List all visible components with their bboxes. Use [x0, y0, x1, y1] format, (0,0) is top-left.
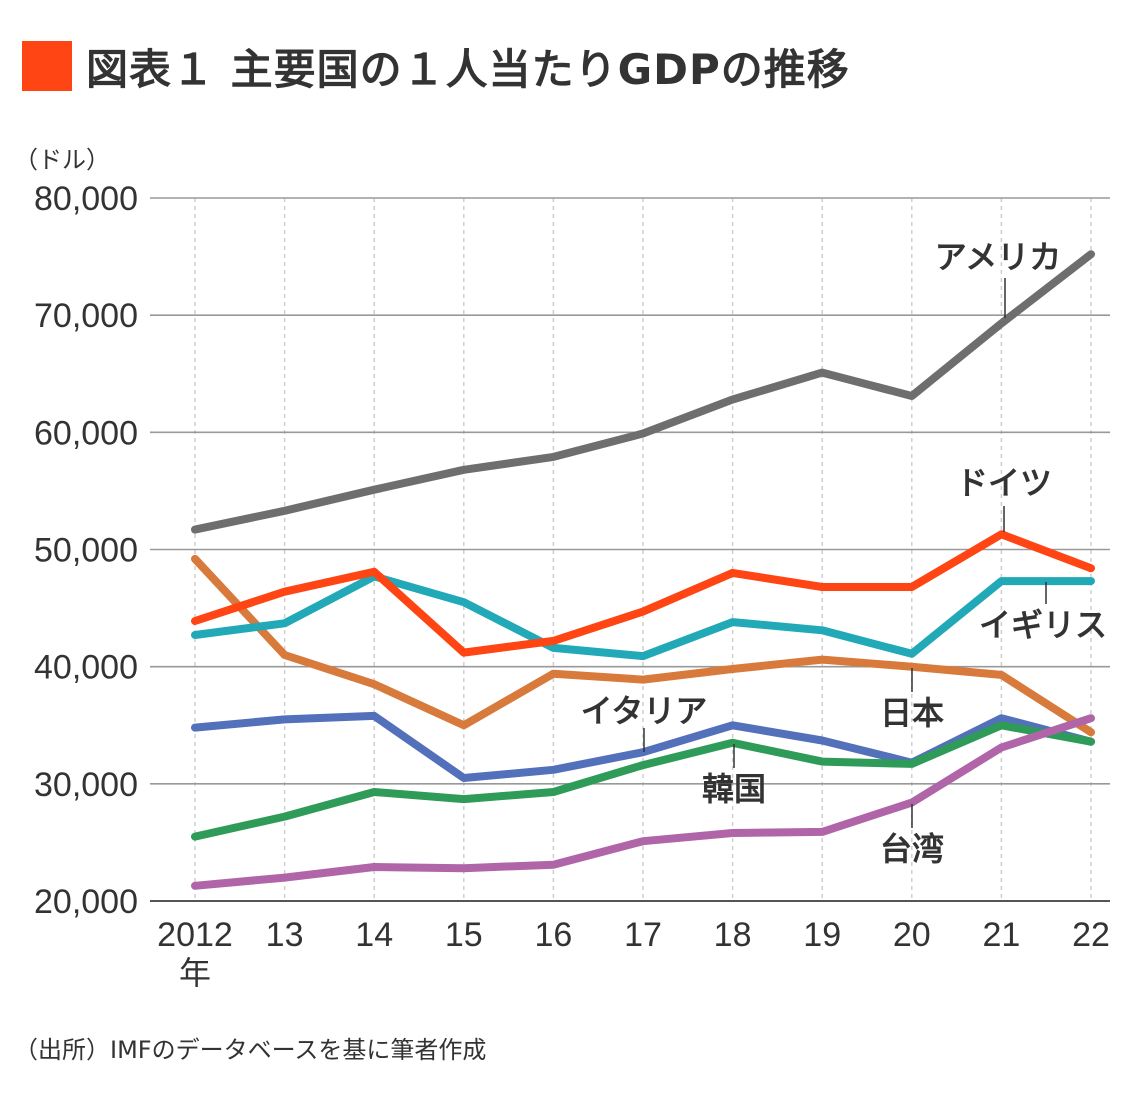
- series-line-日本: [191, 554, 1095, 737]
- x-tick-label: 2012: [157, 916, 233, 954]
- x-tick-label: 22: [1072, 916, 1110, 954]
- series-label-日本: 日本: [880, 694, 944, 732]
- y-axis-unit-label: （ドル）: [14, 146, 110, 174]
- y-tick-label: 80,000: [34, 180, 138, 218]
- series-line-ドイツ: [191, 530, 1095, 657]
- series-label-イギリス: イギリス: [979, 606, 1107, 644]
- x-tick-label: 15: [445, 916, 483, 954]
- x-tick-label: 19: [803, 916, 841, 954]
- series-label-ドイツ: ドイツ: [956, 464, 1052, 502]
- y-tick-label: 30,000: [34, 766, 138, 804]
- title-marker-square: [22, 41, 72, 91]
- y-tick-label: 50,000: [34, 532, 138, 570]
- x-tick-label: 13: [266, 916, 304, 954]
- y-tick-label: 40,000: [34, 649, 138, 687]
- y-tick-label: 70,000: [34, 297, 138, 335]
- series-line-韓国: [191, 721, 1095, 841]
- series-label-イタリア: イタリア: [581, 692, 708, 730]
- source-note: （出所）IMFのデータベースを基に筆者作成: [14, 1036, 487, 1064]
- x-tick-label: 21: [982, 916, 1020, 954]
- chart-title: 図表１ 主要国の１人当たりGDPの推移: [22, 38, 850, 94]
- series-line-台湾: [191, 714, 1095, 890]
- title-text: 図表１ 主要国の１人当たりGDPの推移: [86, 44, 850, 94]
- y-tick-label: 20,000: [34, 883, 138, 921]
- x-tick-label: 17: [624, 916, 662, 954]
- series-label-韓国: 韓国: [702, 770, 766, 808]
- y-tick-label: 60,000: [34, 414, 138, 452]
- series-line-アメリカ: [191, 250, 1095, 534]
- x-tick-label: 16: [534, 916, 572, 954]
- series-line-イギリス: [191, 572, 1095, 661]
- x-tick-year-suffix: 年: [179, 954, 211, 992]
- x-tick-label: 20: [893, 916, 931, 954]
- x-tick-label: 18: [714, 916, 752, 954]
- series-label-アメリカ: アメリカ: [935, 238, 1061, 276]
- x-tick-label: 14: [355, 916, 393, 954]
- series-label-台湾: 台湾: [880, 830, 944, 868]
